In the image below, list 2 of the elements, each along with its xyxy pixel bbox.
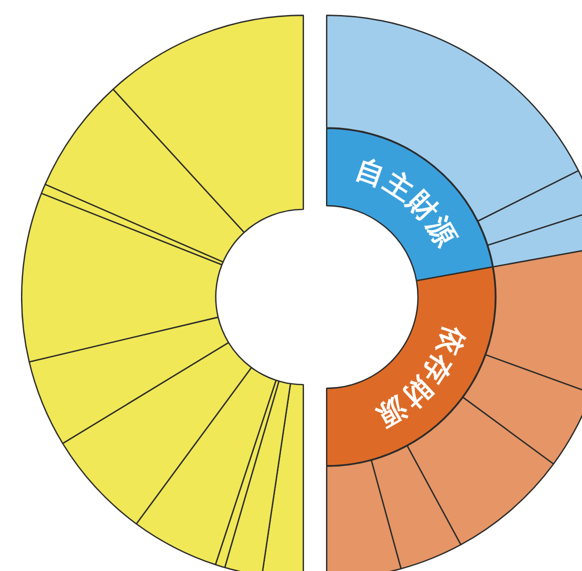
slice-label: 依存財源 bbox=[370, 321, 472, 434]
slice-label: 自主財源 bbox=[352, 152, 464, 253]
